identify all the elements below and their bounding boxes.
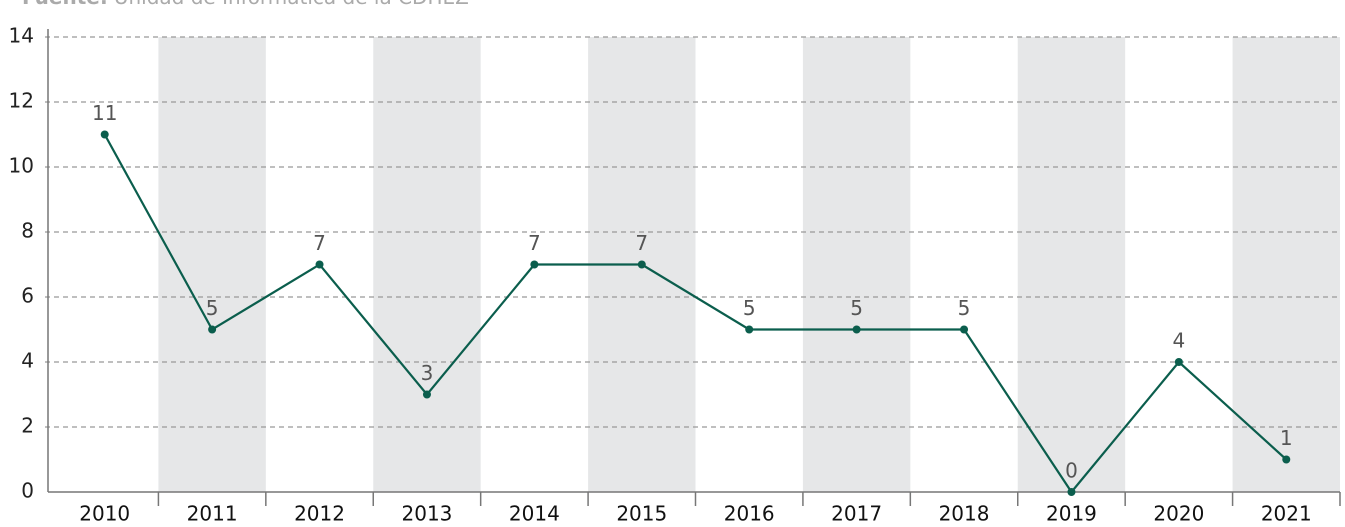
y-tick-label: 10 (9, 154, 34, 178)
y-tick-label: 14 (9, 24, 34, 48)
data-label: 4 (1173, 329, 1186, 353)
point (208, 325, 217, 334)
point (1067, 488, 1076, 496)
point (1174, 358, 1183, 366)
x-tick-label: 2017 (831, 502, 882, 526)
point (422, 390, 431, 399)
point (315, 260, 324, 269)
point (1282, 455, 1291, 464)
x-tick-label: 2015 (616, 502, 667, 526)
data-label: 3 (421, 361, 434, 385)
y-tick-label: 4 (21, 349, 34, 373)
x-tick-label: 2010 (79, 502, 130, 526)
x-tick-label: 2012 (294, 502, 345, 526)
y-tick-label: 6 (21, 284, 34, 308)
x-tick-label: 2016 (724, 502, 775, 526)
point (852, 325, 861, 334)
point (530, 260, 539, 269)
x-tick-label: 2021 (1261, 502, 1312, 526)
data-label: 5 (206, 296, 219, 320)
line (103, 133, 1288, 494)
band (1232, 37, 1340, 492)
source-label: Fuente: (22, 0, 108, 9)
point (745, 325, 754, 334)
data-label: 7 (635, 231, 648, 255)
data-label: 5 (850, 296, 863, 320)
data-label: 7 (313, 231, 326, 255)
bands (158, 37, 1340, 492)
data-label: 1 (1280, 426, 1293, 450)
x-tick-label: 2014 (509, 502, 560, 526)
data-label: 0 (1065, 459, 1078, 483)
source-text: Unidad de Informática de la CDHEZ (114, 0, 469, 9)
band (802, 37, 911, 492)
band (373, 37, 481, 492)
x-tick-label: 2011 (187, 502, 238, 526)
data-label: 5 (743, 296, 756, 320)
band (158, 37, 266, 492)
band (1017, 37, 1126, 492)
y-tick-label: 12 (9, 89, 34, 113)
y-tick-label: 8 (21, 219, 34, 243)
data-label: 5 (958, 296, 971, 320)
x-tick-label: 2018 (939, 502, 990, 526)
point (637, 260, 646, 269)
x-tick-label: 2013 (402, 502, 453, 526)
data-label: 11 (92, 101, 117, 125)
point (960, 325, 969, 334)
data-label: 7 (528, 231, 541, 255)
y-tick-label: 0 (21, 479, 34, 503)
x-tick-label: 2019 (1046, 502, 1097, 526)
point (100, 130, 109, 139)
x-tick-label: 2020 (1153, 502, 1204, 526)
source: Fuente: Unidad de Informática de la CDHEZ (22, 0, 469, 9)
y-tick-label: 2 (21, 414, 34, 438)
